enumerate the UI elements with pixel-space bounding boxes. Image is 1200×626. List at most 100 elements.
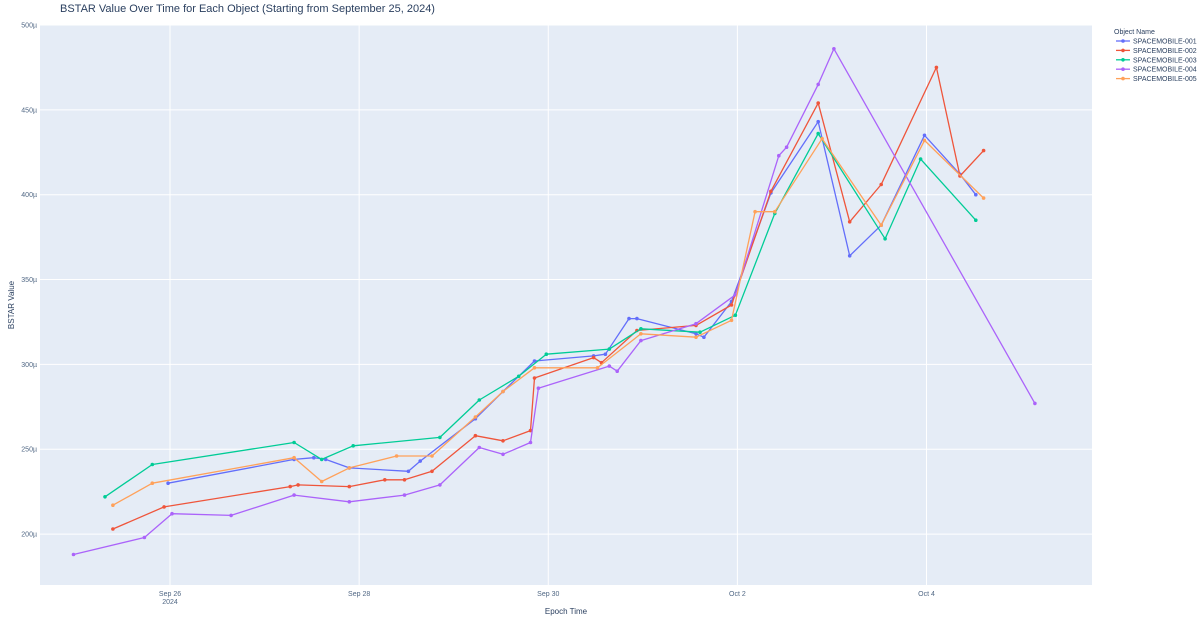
data-point [383,478,387,482]
data-point [111,503,115,508]
data-point [528,428,533,433]
y-tick-label: 400µ [21,192,37,199]
data-point [777,153,781,158]
series-line [167,121,977,484]
data-point [150,481,155,486]
data-point [847,220,852,224]
legend-item[interactable]: SPACEMOBILE-002 [1116,48,1197,55]
series-spacemobile-003 [103,131,978,499]
data-point [418,459,423,463]
grid-lines [40,24,1092,585]
data-point [733,313,738,318]
data-point [729,318,734,323]
legend-item[interactable]: SPACEMOBILE-005 [1116,76,1197,83]
data-point [603,352,608,357]
data-point [615,369,619,374]
legend-label: SPACEMOBILE-002 [1133,48,1197,55]
data-point [142,535,147,540]
data-point [170,511,174,516]
data-point [501,389,505,394]
data-point [394,454,399,458]
legend-label: SPACEMOBILE-001 [1133,39,1197,46]
legend-item[interactable]: SPACEMOBILE-003 [1116,57,1197,64]
data-point [879,182,883,187]
data-point [974,192,978,197]
series-spacemobile-004 [71,47,1037,557]
data-point [166,481,170,486]
legend-item[interactable]: SPACEMOBILE-001 [1116,39,1197,46]
data-point [769,189,773,194]
data-point [430,469,434,474]
data-point [229,513,233,518]
data-point [536,386,541,391]
data-point [71,552,76,557]
data-point [501,452,505,457]
chart-title: BSTAR Value Over Time for Each Object (S… [60,3,435,15]
y-tick-label: 500µ [21,23,37,30]
data-point [532,366,537,370]
legend-items: SPACEMOBILE-001 SPACEMOBILE-002 SPACEMOBIL… [1116,39,1197,83]
y-tick-label: 450µ [21,107,37,114]
data-point [922,138,927,143]
legend-item[interactable]: SPACEMOBILE-004 [1116,67,1197,74]
series-line [112,138,985,506]
data-point [639,338,643,343]
legend-label: SPACEMOBILE-003 [1133,57,1197,64]
series-spacemobile-005 [111,136,986,508]
legend-swatch-marker [1121,67,1125,71]
data-point [438,435,442,440]
legend-title: Object Name [1114,29,1155,36]
data-point [974,218,978,222]
data-point [438,483,442,487]
data-point [162,505,166,509]
x-tick-label: Oct 2 [729,591,746,598]
data-point [694,335,698,340]
legend-swatch-marker [1121,76,1125,81]
data-point [607,364,612,368]
legend-swatch-marker [1121,48,1125,53]
data-point [918,157,923,161]
data-point [934,65,939,70]
data-point [847,254,852,258]
y-tick-label: 350µ [21,277,37,284]
x-tick-year-label: 2024 [162,599,178,606]
x-tick-label: Sep 28 [348,591,370,598]
plot-area [40,25,1092,585]
data-point [319,479,324,484]
y-axis-title: BSTAR Value [7,280,16,329]
data-point [816,101,820,105]
y-tick-label: 200µ [21,532,37,539]
data-point [639,327,643,331]
data-point [477,398,482,402]
y-tick-label: 300µ [21,362,37,369]
legend: Object Name SPACEMOBILE-001SPACEMOBILE-0… [1114,29,1197,83]
data-point [516,374,521,379]
data-point [292,440,296,445]
legend-swatch-marker [1121,39,1125,43]
data-point [627,316,631,321]
data-point [430,454,434,458]
data-point [292,493,296,497]
data-point [981,148,986,153]
data-point [288,484,293,489]
data-point [312,455,316,460]
data-point [351,444,356,448]
data-point [879,223,883,227]
data-point [103,495,107,499]
data-point [532,359,537,363]
data-point [816,131,820,136]
data-point [981,196,986,200]
data-point [816,82,820,87]
data-point [292,455,296,460]
data-point [820,136,824,141]
data-point [402,493,407,497]
x-axis-title: Epoch Time [545,607,588,616]
data-point [477,445,482,450]
data-point [347,484,352,489]
data-point [544,352,549,357]
series-line [104,132,977,498]
y-tick-label: 250µ [21,447,37,454]
data-point [832,47,836,51]
data-point [296,483,300,487]
